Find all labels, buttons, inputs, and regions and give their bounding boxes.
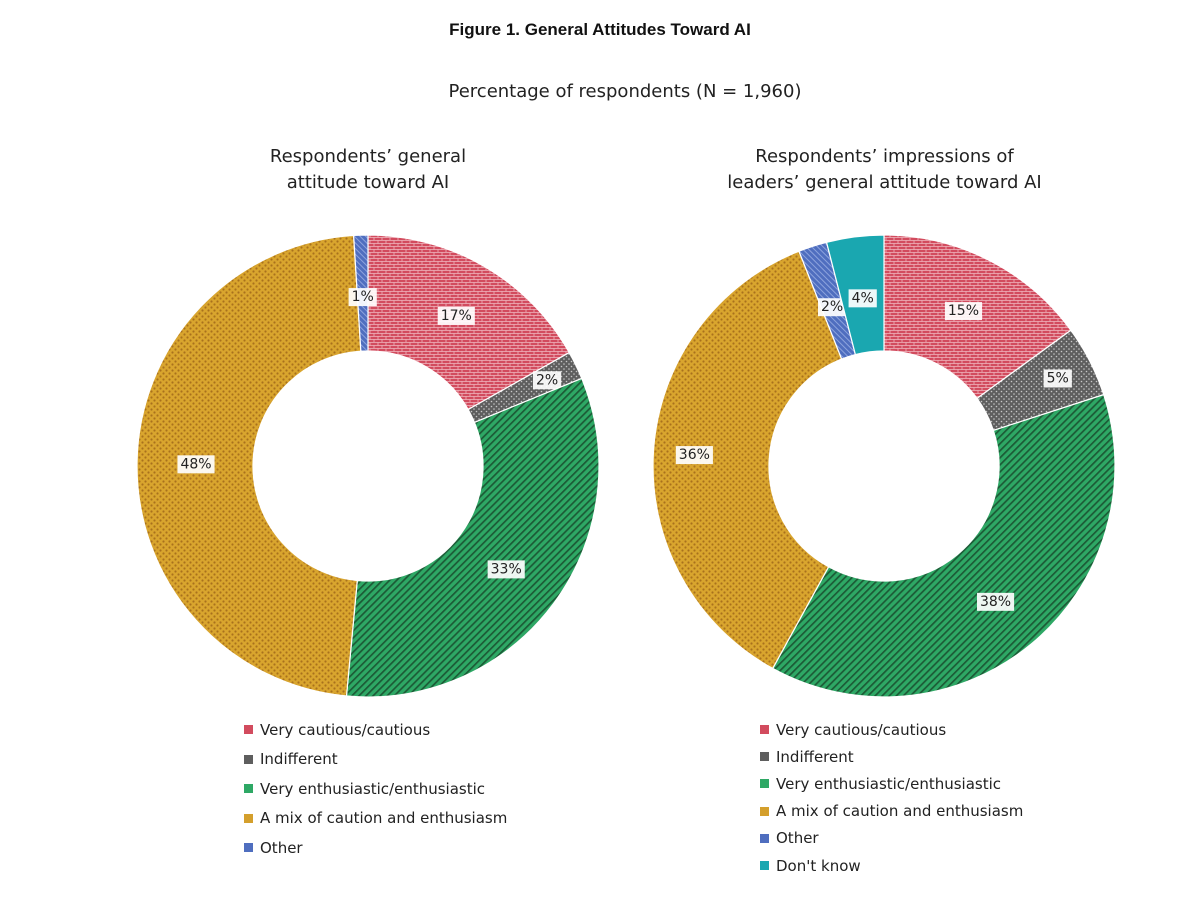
left-legend-item-indifferent: Indifferent	[244, 745, 507, 775]
left-legend-swatch-other	[244, 843, 253, 853]
right-data-label-indifferent: 5%	[1043, 369, 1072, 388]
left-data-label-a-mix-of-caution-and-enthusiasm: 48%	[177, 455, 215, 474]
left-data-label-very-enthusiastic-enthusiastic: 33%	[487, 560, 525, 579]
right-legend-item-other: Other	[760, 825, 1023, 852]
left-data-label-very-cautious-cautious: 17%	[437, 306, 475, 325]
right-data-label-don-t-know: 4%	[848, 289, 877, 308]
right-chart-title: Respondents’ impressions of leaders’ gen…	[697, 144, 1072, 196]
right-data-label-very-enthusiastic-enthusiastic: 38%	[976, 592, 1015, 611]
right-legend-swatch-indifferent	[760, 752, 769, 762]
left-legend-swatch-indifferent	[244, 754, 253, 764]
right-legend-swatch-very-enthusiastic-enthusiastic	[760, 779, 769, 789]
left-chart-legend: Very cautious/cautious Indifferent Very en…	[244, 715, 507, 863]
right-legend-label-very-cautious-cautious: Very cautious/cautious	[776, 720, 947, 739]
left-data-label-indifferent: 2%	[532, 371, 562, 390]
left-slice-a-mix-of-caution-and-enthusiasm	[136, 234, 362, 697]
right-data-label-a-mix-of-caution-and-enthusiasm: 36%	[675, 446, 713, 465]
svg-text:38%: 38%	[980, 594, 1011, 610]
right-legend-label-very-enthusiastic-enthusiastic: Very enthusiastic/enthusiastic	[776, 774, 1002, 793]
right-legend-item-a-mix-of-caution-and-enthusiasm: A mix of caution and enthusiasm	[760, 798, 1023, 825]
svg-text:5%: 5%	[1047, 370, 1069, 386]
right-legend-item-very-enthusiastic-enthusiastic: Very enthusiastic/enthusiastic	[760, 770, 1023, 797]
right-slice-very-enthusiastic-enthusiastic	[771, 393, 1116, 698]
right-chart-title-line2: leaders’ general attitude toward AI	[727, 172, 1042, 193]
left-legend-item-a-mix-of-caution-and-enthusiasm: A mix of caution and enthusiasm	[244, 804, 507, 834]
figure-title: Figure 1. General Attitudes Toward AI	[449, 20, 751, 39]
left-chart-title-line2: attitude toward AI	[286, 172, 450, 193]
right-legend-swatch-very-cautious-cautious	[760, 725, 769, 735]
right-legend-swatch-a-mix-of-caution-and-enthusiasm	[760, 806, 769, 816]
svg-text:2%: 2%	[821, 299, 843, 315]
right-donut-chart: 15% 5% 38% 36% 2% 4%	[652, 234, 1116, 698]
right-legend-label-other: Other	[776, 829, 819, 848]
right-legend-item-indifferent: Indifferent	[760, 743, 1023, 770]
left-legend-swatch-very-enthusiastic-enthusiastic	[244, 784, 253, 794]
left-chart-title-line1: Respondents’ general	[269, 146, 467, 167]
left-legend-item-very-cautious-cautious: Very cautious/cautious	[244, 715, 507, 745]
left-legend-swatch-very-cautious-cautious	[244, 725, 253, 735]
right-chart-legend: Very cautious/cautious Indifferent Very en…	[760, 716, 1023, 879]
svg-text:17%: 17%	[441, 308, 472, 324]
right-legend-item-very-cautious-cautious: Very cautious/cautious	[760, 716, 1023, 743]
chart-subtitle: Percentage of respondents (N = 1,960)	[448, 81, 802, 102]
right-legend-label-don-t-know: Don't know	[776, 856, 861, 875]
left-legend-item-very-enthusiastic-enthusiastic: Very enthusiastic/enthusiastic	[244, 774, 507, 804]
left-legend-item-other: Other	[244, 833, 507, 863]
right-legend-swatch-other	[760, 833, 769, 843]
svg-text:33%: 33%	[491, 561, 522, 577]
right-data-label-other: 2%	[817, 298, 847, 317]
left-donut-chart: 17% 2% 33% 48% 1%	[136, 234, 600, 698]
right-legend-swatch-don-t-know	[760, 861, 769, 871]
svg-text:36%: 36%	[679, 447, 710, 463]
right-chart-title-line1: Respondents’ impressions of	[755, 146, 1014, 167]
left-legend-label-other: Other	[260, 838, 303, 857]
right-data-label-very-cautious-cautious: 15%	[944, 302, 983, 321]
right-legend-item-don-t-know: Don't know	[760, 852, 1023, 879]
svg-text:48%: 48%	[180, 456, 211, 472]
svg-text:2%: 2%	[536, 372, 558, 388]
right-slice-a-mix-of-caution-and-enthusiasm	[652, 250, 843, 670]
right-legend-label-indifferent: Indifferent	[776, 747, 854, 766]
left-slice-very-enthusiastic-enthusiastic	[345, 377, 600, 698]
svg-text:4%: 4%	[852, 290, 874, 306]
left-chart-title: Respondents’ general attitude toward AI	[218, 144, 518, 196]
left-legend-label-very-cautious-cautious: Very cautious/cautious	[260, 720, 431, 739]
svg-text:15%: 15%	[948, 303, 979, 319]
left-legend-swatch-a-mix-of-caution-and-enthusiasm	[244, 813, 253, 823]
svg-text:1%: 1%	[352, 289, 374, 305]
left-legend-label-very-enthusiastic-enthusiastic: Very enthusiastic/enthusiastic	[260, 779, 486, 798]
left-legend-label-indifferent: Indifferent	[260, 750, 338, 769]
left-legend-label-a-mix-of-caution-and-enthusiasm: A mix of caution and enthusiasm	[260, 809, 508, 828]
right-legend-label-a-mix-of-caution-and-enthusiasm: A mix of caution and enthusiasm	[776, 802, 1024, 821]
left-data-label-other: 1%	[348, 288, 377, 307]
